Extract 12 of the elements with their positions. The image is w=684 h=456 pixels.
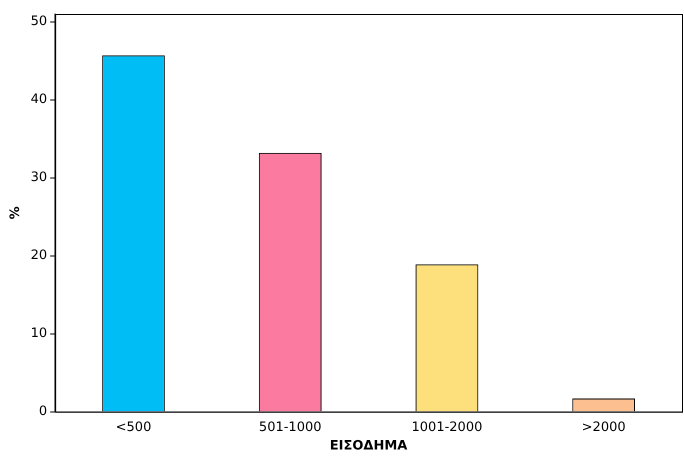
y-tick-label: 40 [30,92,48,108]
y-tick-label: 0 [38,404,48,420]
y-axis-title: % [8,206,24,220]
y-tick-label: 10 [30,326,48,342]
y-tick-label: 50 [30,14,48,30]
y-tick-label: 30 [30,170,48,186]
x-tick-label: 1001-2000 [412,420,482,435]
y-tick-label: 20 [30,248,48,264]
x-tick-label: <500 [116,420,152,435]
x-axis-title: ΕΙΣΟΔΗΜΑ [330,438,408,454]
x-tick-label: 501-1000 [258,420,322,435]
x-tick-label: >2000 [582,420,626,435]
